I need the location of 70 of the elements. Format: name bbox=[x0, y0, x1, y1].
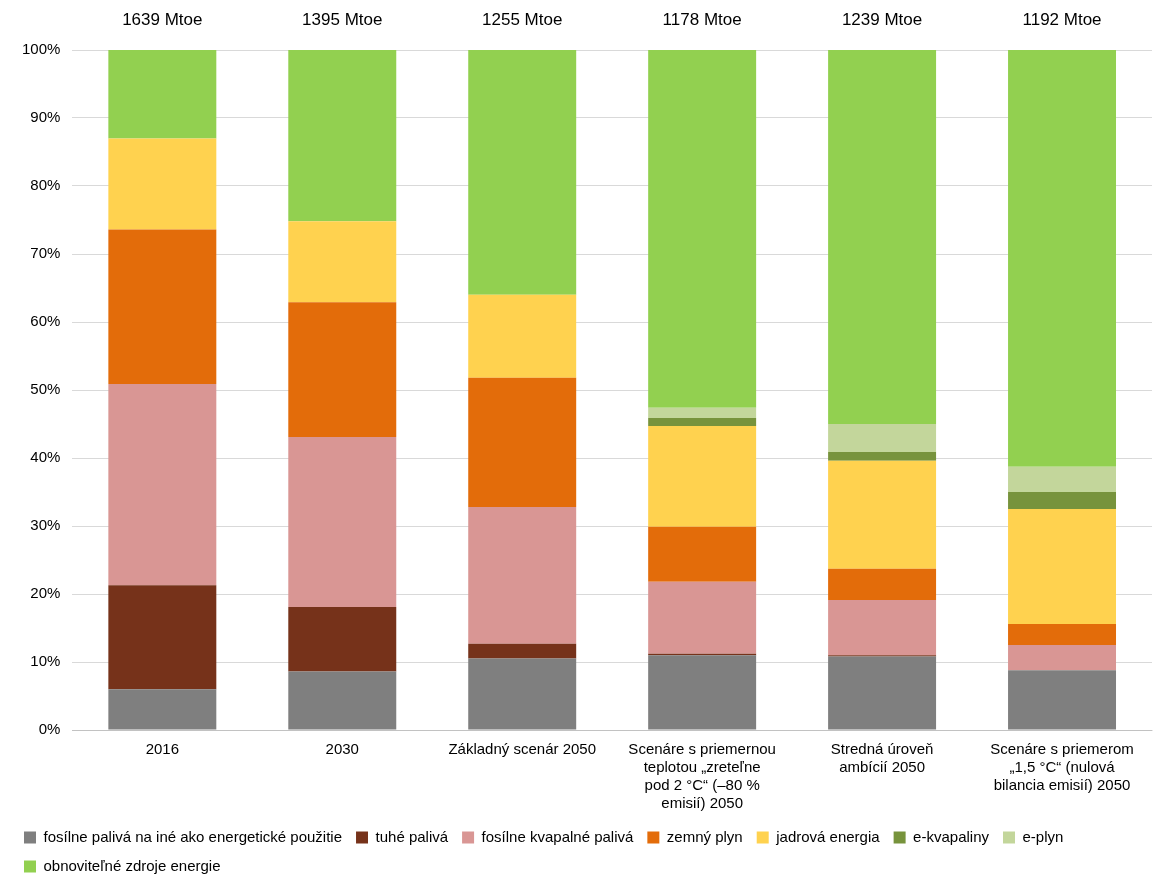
bar bbox=[828, 424, 937, 452]
y-tick-label: 10% bbox=[30, 652, 61, 670]
bar bbox=[468, 50, 577, 295]
bar bbox=[828, 656, 937, 730]
y-tick-label: 20% bbox=[30, 584, 61, 602]
bar bbox=[1008, 466, 1117, 492]
bar bbox=[828, 460, 937, 569]
y-tick-label: 50% bbox=[30, 380, 61, 398]
bar bbox=[648, 417, 757, 427]
legend-label: jadrová energia bbox=[775, 827, 881, 845]
y-tick-label: 90% bbox=[30, 108, 61, 126]
legend-label: obnoviteľné zdroje energie bbox=[43, 856, 221, 874]
bar bbox=[468, 658, 577, 730]
bar bbox=[828, 568, 937, 601]
bar bbox=[108, 585, 217, 690]
bar bbox=[828, 600, 937, 656]
annotation: 1178 Mtoe bbox=[662, 9, 742, 29]
bar bbox=[288, 302, 397, 437]
bar bbox=[1008, 509, 1117, 624]
annotation: 1255 Mtoe bbox=[482, 9, 563, 29]
bar bbox=[108, 229, 217, 384]
bar bbox=[468, 506, 577, 644]
x-tick-label: Scenáre s priemerom „1,5 °C“ (nulová bilancia emisií) 2050 bbox=[990, 740, 1134, 794]
bar bbox=[1008, 645, 1117, 671]
x-tick-label: 2030 bbox=[325, 740, 359, 758]
legend-label: e-kvapaliny bbox=[913, 827, 990, 845]
bar bbox=[648, 581, 757, 654]
bar bbox=[468, 294, 577, 378]
bar bbox=[648, 426, 757, 527]
bar bbox=[468, 377, 577, 507]
legend-label: zemný plyn bbox=[666, 827, 743, 845]
bar bbox=[828, 451, 937, 461]
y-tick-label: 0% bbox=[38, 720, 61, 738]
annotation: 1192 Mtoe bbox=[1022, 9, 1102, 29]
bar bbox=[288, 671, 397, 730]
bar bbox=[1008, 50, 1117, 467]
y-tick-label: 70% bbox=[30, 244, 61, 262]
annotation: 1395 Mtoe bbox=[302, 9, 383, 29]
y-tick-label: 60% bbox=[30, 312, 61, 330]
annotation: 1639 Mtoe bbox=[122, 9, 203, 29]
legend-label: e-plyn bbox=[1022, 827, 1064, 845]
bar bbox=[288, 436, 397, 607]
x-tick-label: Stredná úroveň ambícií 2050 bbox=[830, 740, 934, 776]
bar bbox=[1008, 623, 1117, 645]
bar bbox=[1008, 492, 1117, 509]
bar bbox=[828, 50, 937, 424]
bar bbox=[1008, 670, 1117, 730]
x-tick-label: Základný scenár 2050 bbox=[448, 740, 597, 758]
bar bbox=[108, 138, 217, 230]
x-tick-label: Scenáre s priemernou teplotou „zreteľne pod 2 °C“ (–80 % emisií) 2050 bbox=[628, 740, 776, 812]
bar bbox=[648, 526, 757, 582]
bar bbox=[648, 655, 757, 730]
bar bbox=[648, 50, 757, 408]
bar bbox=[288, 606, 397, 672]
bar bbox=[108, 50, 217, 139]
bar bbox=[108, 383, 217, 586]
annotation: 1239 Mtoe bbox=[841, 9, 923, 29]
y-tick-label: 30% bbox=[30, 516, 61, 534]
legend-label: fosílne palivá na iné ako energetické použitie bbox=[43, 827, 343, 845]
legend-label: tuhé palivá bbox=[375, 827, 449, 845]
bar bbox=[288, 50, 397, 222]
x-tick-label: 2016 bbox=[145, 740, 180, 758]
y-tick-label: 100% bbox=[21, 40, 61, 58]
bar bbox=[468, 643, 577, 659]
y-tick-label: 40% bbox=[30, 448, 61, 466]
bar bbox=[648, 407, 757, 418]
bar bbox=[108, 689, 217, 730]
legend-label: fosílne kvapalné palivá bbox=[481, 827, 634, 845]
bar bbox=[288, 221, 397, 303]
y-tick-label: 80% bbox=[30, 176, 61, 194]
